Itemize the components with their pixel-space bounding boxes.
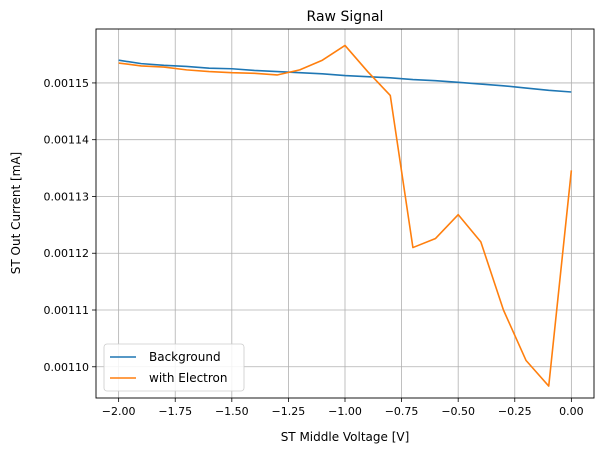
x-axis-label: ST Middle Voltage [V]	[281, 430, 410, 444]
series-line-background	[118, 59, 572, 93]
y-tick-label: 0.00114	[44, 134, 90, 147]
legend-label-background: Background	[149, 350, 221, 364]
legend-box	[103, 343, 245, 392]
grid	[96, 29, 594, 398]
x-tick-label: −2.00	[102, 405, 136, 418]
legend-label-with-electron: with Electron	[149, 371, 228, 385]
y-tick-label: 0.00112	[44, 247, 90, 260]
x-tick-label: −0.75	[385, 405, 419, 418]
series-layer	[118, 44, 573, 387]
x-tick-label: −1.00	[328, 405, 362, 418]
legend: Background with Electron	[103, 343, 245, 392]
y-tick-label: 0.00113	[44, 190, 90, 203]
x-tick-label: −0.50	[441, 405, 475, 418]
x-tick-label: −1.25	[272, 405, 306, 418]
series-line-with-electron	[118, 44, 573, 387]
y-tick-label: 0.00111	[44, 304, 90, 317]
ticks: −2.00 −1.75 −1.50 −1.25 −1.00 −0.75 −0.50 −0.25…	[44, 77, 584, 418]
x-tick-label: −1.50	[215, 405, 249, 418]
y-axis-label: ST Out Current [mA]	[9, 152, 23, 274]
y-tick-label: 0.00115	[44, 77, 90, 90]
x-tick-label: 0.00	[559, 405, 584, 418]
chart-title: Raw Signal	[307, 9, 384, 25]
x-tick-label: −0.25	[498, 405, 532, 418]
x-tick-label: −1.75	[158, 405, 192, 418]
y-tick-label: 0.00110	[44, 361, 90, 374]
